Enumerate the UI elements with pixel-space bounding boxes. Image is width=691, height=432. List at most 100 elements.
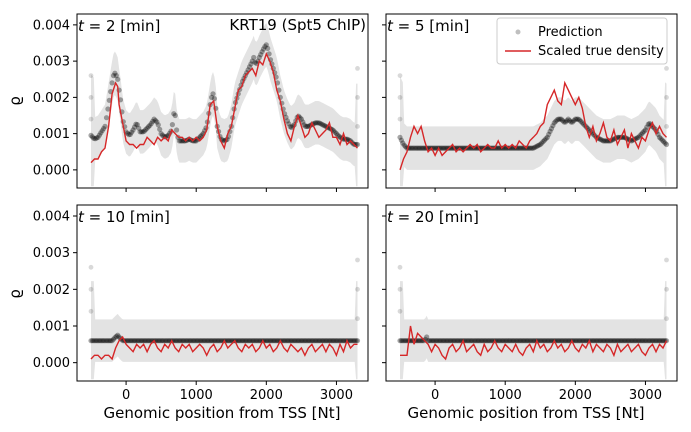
- prediction-point: [661, 139, 667, 145]
- prediction-point: [415, 145, 421, 151]
- prediction-point: [424, 334, 430, 340]
- prediction-point: [614, 338, 621, 344]
- prediction-point: [412, 145, 419, 151]
- prediction-point: [631, 338, 637, 344]
- prediction-point: [664, 257, 669, 263]
- prediction-point: [510, 338, 517, 344]
- prediction-series: [88, 42, 361, 148]
- prediction-point: [102, 338, 108, 344]
- prediction-point: [530, 338, 536, 344]
- prediction-point: [105, 338, 111, 344]
- panel-4: 0 1000 2000 3000 t = 20 [min]: [382, 204, 678, 403]
- prediction-point: [195, 338, 201, 344]
- prediction-point: [565, 116, 571, 122]
- prediction-point: [634, 338, 640, 344]
- prediction-point: [326, 338, 332, 344]
- legend: Prediction Scaled true density: [496, 17, 668, 65]
- prediction-point: [397, 286, 403, 292]
- prediction-point: [529, 145, 535, 151]
- prediction-point: [593, 338, 600, 344]
- prediction-point: [426, 338, 433, 344]
- prediction-point: [464, 338, 470, 344]
- prediction-point: [589, 338, 595, 344]
- prediction-point: [303, 338, 309, 344]
- x-tick-label: 1000: [180, 388, 213, 403]
- panel-title: t = 5 [min]: [387, 17, 469, 35]
- prediction-point: [88, 264, 94, 270]
- prediction-point: [509, 338, 515, 344]
- prediction-point: [116, 334, 122, 340]
- y-tick-label: 0.001: [33, 320, 70, 335]
- prediction-point: [210, 91, 216, 97]
- prediction-point: [651, 338, 657, 344]
- prediction-point: [283, 338, 289, 344]
- prediction-point: [547, 338, 553, 344]
- prediction-point: [248, 61, 254, 67]
- prediction-point: [265, 338, 271, 344]
- figure-title: KRT19 (Spt5 ChIP): [229, 16, 366, 34]
- prediction-point: [637, 338, 643, 344]
- prediction-point: [301, 338, 307, 344]
- prediction-point: [332, 338, 338, 344]
- prediction-point: [454, 338, 461, 344]
- prediction-point: [523, 338, 529, 344]
- prediction-point: [158, 338, 164, 344]
- prediction-point: [315, 338, 321, 344]
- prediction-point: [664, 124, 669, 129]
- prediction-point: [518, 338, 524, 344]
- prediction-point: [398, 338, 404, 344]
- prediction-point: [578, 338, 584, 344]
- prediction-point: [127, 131, 133, 137]
- y-tick-label: 0.000: [33, 356, 70, 371]
- x-tick-label: 0: [122, 388, 130, 403]
- prediction-point: [188, 338, 194, 344]
- prediction-point: [88, 308, 94, 314]
- prediction-point: [101, 126, 107, 132]
- prediction-point: [103, 338, 110, 344]
- prediction-point: [561, 338, 567, 344]
- prediction-point: [642, 338, 649, 344]
- prediction-point: [526, 145, 532, 151]
- prediction-point: [95, 134, 101, 140]
- prediction-point: [176, 138, 182, 144]
- prediction-point: [647, 338, 653, 344]
- xlabel-right: Genomic position from TSS [Nt]: [408, 404, 645, 422]
- prediction-point: [499, 338, 505, 344]
- prediction-point: [627, 338, 633, 344]
- prediction-point: [217, 338, 223, 344]
- x-tick-label: 0: [431, 388, 439, 403]
- prediction-point: [403, 338, 409, 344]
- prediction-point: [162, 338, 168, 344]
- prediction-point: [541, 137, 548, 143]
- prediction-point: [572, 338, 578, 344]
- legend-true-density-label: Scaled true density: [538, 44, 664, 59]
- prediction-point: [290, 338, 296, 344]
- prediction-point: [300, 338, 306, 344]
- prediction-point: [126, 132, 132, 138]
- prediction-point: [664, 286, 669, 292]
- prediction-point: [155, 122, 161, 128]
- prediction-point: [516, 145, 522, 151]
- prediction-point: [447, 145, 454, 151]
- prediction-point: [504, 338, 510, 344]
- prediction-point: [560, 118, 566, 124]
- prediction-point: [260, 46, 267, 52]
- prediction-point: [473, 338, 479, 344]
- prediction-point: [550, 123, 556, 129]
- prediction-point: [115, 76, 121, 82]
- panel-plot-area: [88, 23, 361, 187]
- prediction-point: [649, 338, 656, 344]
- prediction-point: [621, 338, 628, 344]
- prediction-point: [324, 338, 330, 344]
- prediction-point: [635, 134, 642, 140]
- prediction-point: [537, 338, 543, 344]
- prediction-point: [332, 129, 338, 135]
- prediction-point: [172, 338, 178, 344]
- uncertainty-band: [400, 76, 667, 187]
- prediction-point: [602, 338, 608, 344]
- prediction-point: [105, 106, 111, 112]
- prediction-point: [468, 338, 475, 344]
- prediction-point: [225, 338, 232, 344]
- prediction-point: [562, 119, 569, 125]
- prediction-point: [583, 338, 590, 344]
